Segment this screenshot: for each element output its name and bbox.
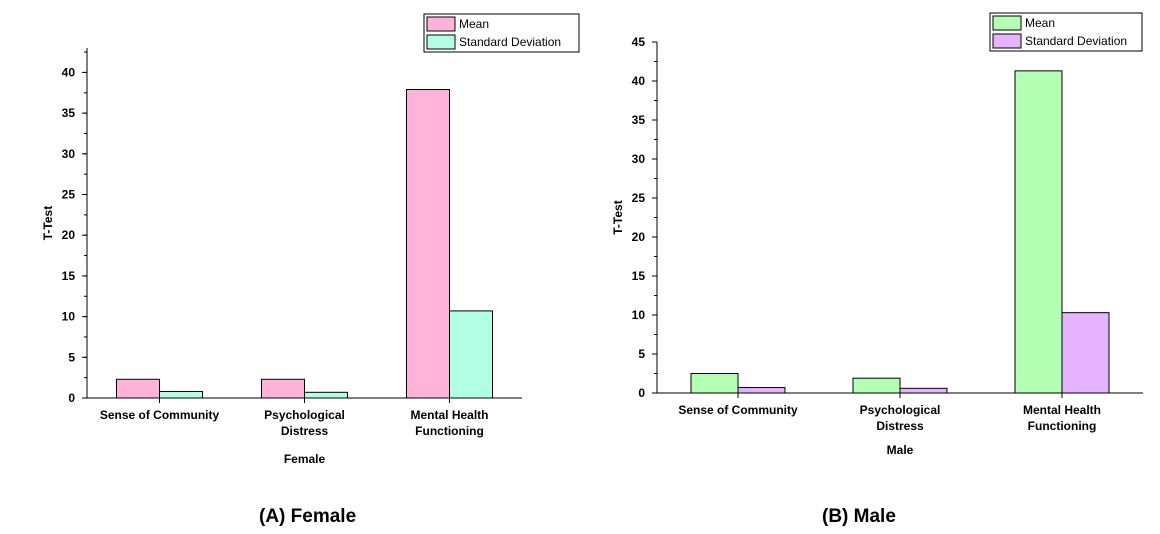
panel-b-y-tick-label: 40 bbox=[632, 74, 646, 88]
panel-b-y-axis-title: T-Test bbox=[611, 200, 625, 234]
panel-a-caption: (A) Female bbox=[259, 506, 357, 527]
panel-a-y-tick-label: 15 bbox=[62, 269, 76, 283]
panel-b-x-tick-label: Mental Health bbox=[1023, 403, 1101, 417]
panel-a-x-axis-title: Female bbox=[284, 452, 326, 466]
panel-b-bar bbox=[1061, 312, 1110, 394]
panel-b-x-axis-title: Male bbox=[887, 443, 914, 457]
panel-b-y-tick-label: 0 bbox=[638, 386, 645, 400]
panel-b-y-tick-label: 15 bbox=[632, 269, 646, 283]
panel-b-bar bbox=[852, 377, 901, 394]
panel-b-y-tick-label: 45 bbox=[632, 35, 646, 49]
panel-b-legend-label: Mean bbox=[1025, 16, 1055, 30]
panel-b-legend: Mean Standard Deviation bbox=[989, 12, 1143, 52]
panel-b-y-tick-label: 35 bbox=[632, 113, 646, 127]
panel-a-x-tick-label: Sense of Community bbox=[100, 408, 220, 422]
panel-b-chart: 0 5 10 15 20 25 30 35 40 45 Sense of Community Psyc… bbox=[611, 12, 1143, 457]
panel-b-bar bbox=[899, 387, 948, 394]
panel-a-y-axis-title: T-Test bbox=[41, 206, 55, 240]
panel-a-legend-swatch bbox=[426, 16, 456, 32]
panel-b-x-tick-label: Psychological bbox=[860, 403, 941, 417]
panel-a-y-tick-label: 20 bbox=[62, 228, 76, 242]
panel-b-legend-swatch bbox=[992, 15, 1022, 31]
panel-a-legend: Mean Standard Deviation bbox=[423, 13, 580, 53]
panel-a-bar bbox=[449, 310, 493, 399]
panel-a-chart: 0 5 10 15 20 25 30 35 40 Sense of Community Psycho… bbox=[41, 13, 580, 466]
panel-a-x-tick-label: Psychological bbox=[264, 408, 345, 422]
panel-a-y-tick-label: 30 bbox=[62, 147, 76, 161]
panel-a-x-tick-label: Distress bbox=[281, 424, 329, 438]
panel-b-y-tick-label: 25 bbox=[632, 191, 646, 205]
panel-b-legend-label: Standard Deviation bbox=[1025, 34, 1127, 48]
panel-a-y-tick-label: 25 bbox=[62, 188, 76, 202]
panel-a-x-tick-label: Mental Health bbox=[410, 408, 488, 422]
panel-b-y-tick-label: 20 bbox=[632, 230, 646, 244]
panel-a-y-tick-label: 10 bbox=[62, 310, 76, 324]
panel-a-bar bbox=[116, 378, 160, 399]
panel-b-x-tick-label: Distress bbox=[876, 419, 924, 433]
panel-b-caption: (B) Male bbox=[822, 506, 896, 527]
panel-a-legend-swatch bbox=[426, 34, 456, 50]
panel-a-y-tick-label: 5 bbox=[68, 350, 75, 364]
panel-a-legend-label: Mean bbox=[459, 17, 489, 31]
panel-b-y-tick-label: 30 bbox=[632, 152, 646, 166]
panel-a-bar bbox=[159, 390, 203, 399]
panel-b-bar bbox=[690, 373, 739, 394]
panel-b-x-tick-label: Sense of Community bbox=[678, 403, 798, 417]
panel-a-legend-label: Standard Deviation bbox=[459, 35, 561, 49]
panel-a-bar bbox=[406, 89, 450, 399]
panel-a-bar bbox=[304, 391, 348, 399]
panel-b-y-tick-label: 10 bbox=[632, 308, 646, 322]
panel-b-y-tick-label: 5 bbox=[638, 347, 645, 361]
panel-b-bar bbox=[1014, 70, 1063, 394]
panel-a-y-tick-label: 35 bbox=[62, 106, 76, 120]
panel-a-y-tick-label: 40 bbox=[62, 65, 76, 79]
panel-b-legend-swatch bbox=[992, 33, 1022, 49]
panel-a-x-tick-label: Functioning bbox=[415, 424, 484, 438]
panel-b-x-tick-label: Functioning bbox=[1028, 419, 1097, 433]
panel-a-bar bbox=[261, 378, 305, 399]
panel-b-bar bbox=[737, 387, 786, 394]
panel-a-y-tick-label: 0 bbox=[68, 391, 75, 405]
